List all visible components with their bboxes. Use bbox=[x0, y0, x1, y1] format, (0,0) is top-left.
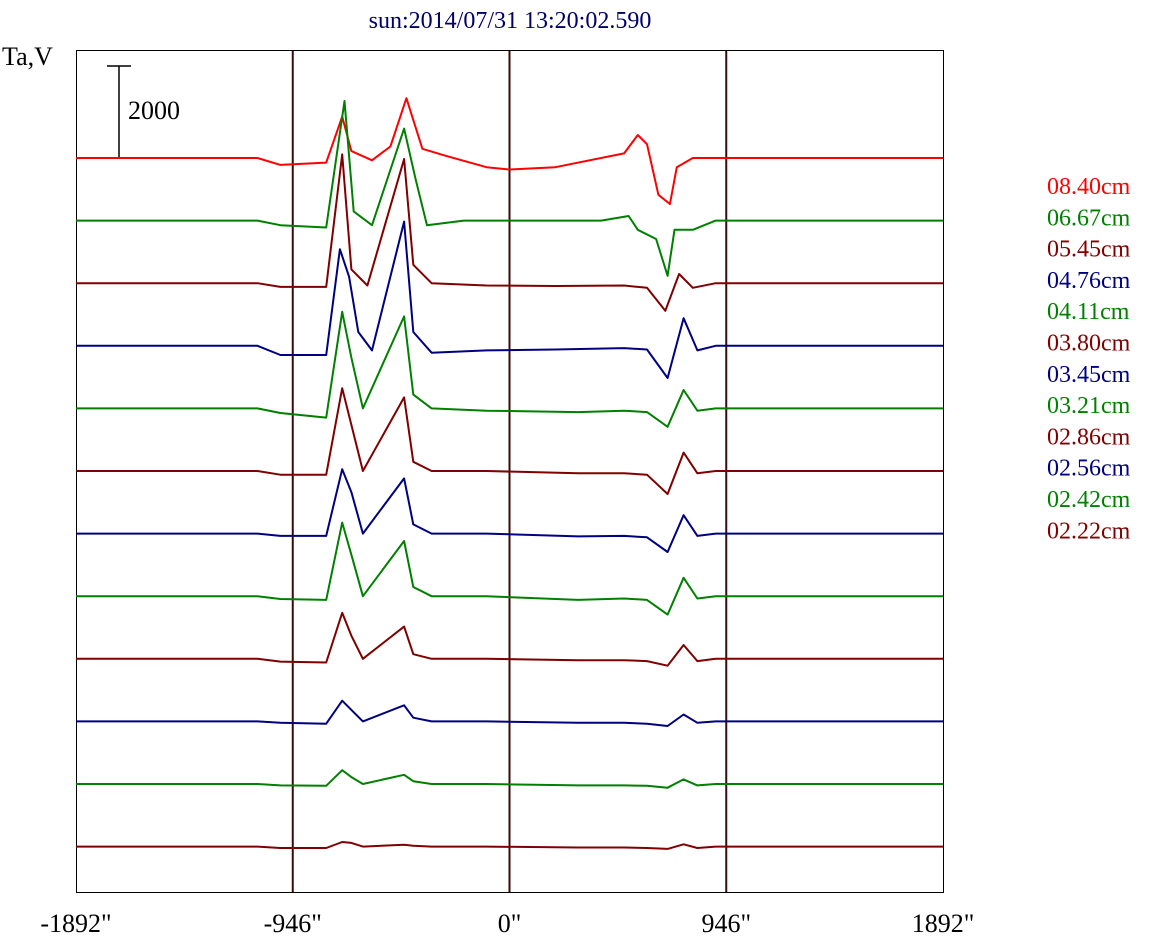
series-layer bbox=[76, 97, 943, 850]
series-line-02.22cm bbox=[76, 841, 943, 850]
legend-entry-02.56cm: 02.56cm bbox=[1047, 456, 1131, 482]
x-tick-label-0: -1892" bbox=[40, 909, 111, 938]
chart-title: sun:2014/07/31 13:20:02.590 bbox=[369, 8, 652, 34]
x-tick-label-2: 0" bbox=[498, 909, 522, 938]
legend-entry-02.22cm: 02.22cm bbox=[1047, 518, 1131, 544]
series-line-03.80cm bbox=[76, 387, 943, 495]
series-line-03.45cm bbox=[76, 468, 943, 553]
series-line-03.21cm bbox=[76, 521, 943, 616]
x-tick-label-3: 946" bbox=[701, 909, 751, 938]
legend-entry-04.11cm: 04.11cm bbox=[1047, 299, 1130, 325]
x-tick-label-4: 1892" bbox=[912, 909, 975, 938]
legend-entry-03.21cm: 03.21cm bbox=[1047, 393, 1131, 419]
legend-entry-03.80cm: 03.80cm bbox=[1047, 331, 1131, 357]
legend-entry-06.67cm: 06.67cm bbox=[1047, 205, 1131, 231]
legend-entry-02.86cm: 02.86cm bbox=[1047, 424, 1131, 450]
legend-entry-02.42cm: 02.42cm bbox=[1047, 487, 1131, 513]
legend-entry-03.45cm: 03.45cm bbox=[1047, 362, 1131, 388]
series-line-02.42cm bbox=[76, 769, 943, 789]
series-line-05.45cm bbox=[76, 153, 943, 312]
x-tick-label-1: -946" bbox=[264, 909, 322, 938]
series-line-04.11cm bbox=[76, 310, 943, 428]
legend: 08.40cm 06.67cm 05.45cm 04.76cm 04.11cm 03.80… bbox=[1047, 174, 1131, 544]
scale-bar-label: 2000 bbox=[128, 96, 180, 125]
series-line-04.76cm bbox=[76, 220, 943, 379]
x-tick-labels: -1892" -946" 0" 946" 1892" bbox=[40, 909, 974, 938]
series-line-02.56cm bbox=[76, 699, 943, 727]
y-axis-label: Ta,V bbox=[2, 42, 53, 71]
series-line-08.40cm bbox=[76, 97, 943, 205]
series-line-06.67cm bbox=[76, 100, 943, 277]
series-line-02.86cm bbox=[76, 611, 943, 667]
legend-entry-05.45cm: 05.45cm bbox=[1047, 237, 1131, 263]
legend-entry-04.76cm: 04.76cm bbox=[1047, 268, 1131, 294]
legend-entry-08.40cm: 08.40cm bbox=[1047, 174, 1131, 200]
scale-bar: 2000 bbox=[107, 65, 180, 159]
